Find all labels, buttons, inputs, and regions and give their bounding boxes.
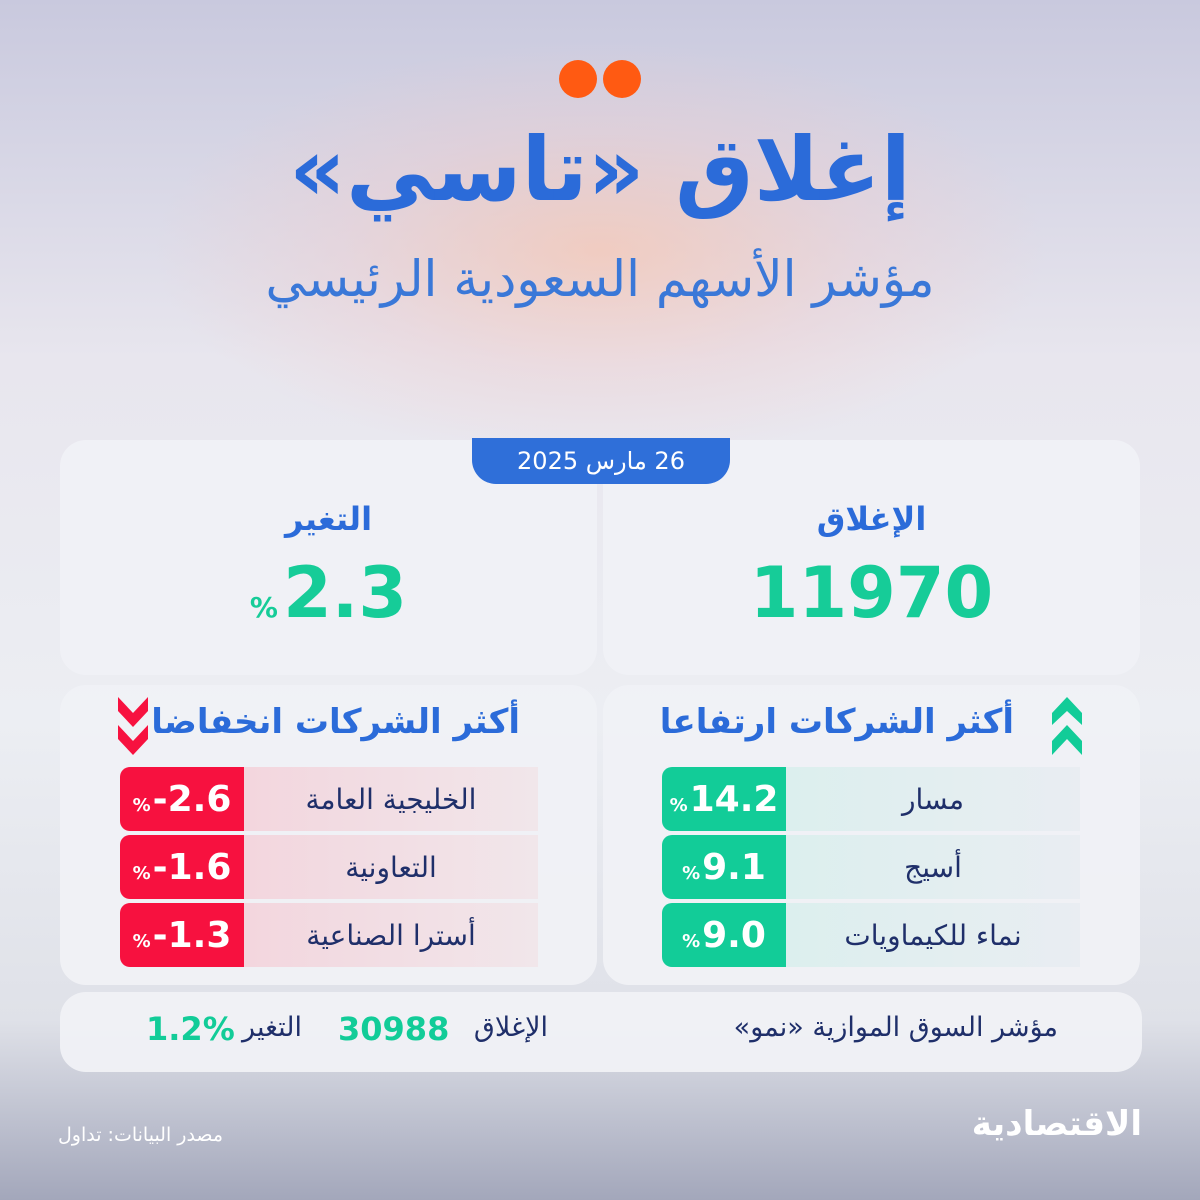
percent-sign: % [669,794,688,816]
loser-row: % -1.3 أسترا الصناعية [120,903,538,967]
gainers-title: أكثر الشركات ارتفاعا [659,702,1014,742]
loser-row: % -1.6 التعاونية [120,835,538,899]
percent-sign: % [132,930,151,952]
nomu-bar [60,992,1142,1072]
percent-sign: % [682,862,701,884]
page-subtitle: مؤشر الأسهم السعودية الرئيسي [265,250,935,308]
nomu-close-label: الإغلاق [473,1012,548,1043]
percent-sign: % [682,930,701,952]
change-label: التغير [284,500,373,538]
loser-value: -1.6 [152,846,232,888]
gainer-name: أسيج [786,835,1080,899]
loser-value: -1.3 [152,914,232,956]
double-chevron-down-icon [118,697,148,755]
gainer-row: % 9.0 نماء للكيماويات [662,903,1080,967]
background-glow [150,40,1050,460]
change-value-group: % 2.3 [60,552,597,634]
close-value: 11970 [749,552,994,634]
nomu-label: مؤشر السوق الموازية «نمو» [733,1012,1058,1043]
date-badge: 26 مارس 2025 [472,438,730,484]
losers-title: أكثر الشركات انخفاضا [151,702,520,742]
decor-dot [603,60,641,98]
loser-name: التعاونية [244,835,538,899]
nomu-change-value: 1.2% [146,1010,235,1048]
loser-name: الخليجية العامة [244,767,538,831]
percent-sign: % [249,591,278,624]
nomu-close-value: 30988 [338,1010,450,1048]
gainer-value: 9.0 [702,914,766,956]
gainer-value: 14.2 [689,778,779,820]
gainer-row: % 9.1 أسيج [662,835,1080,899]
logo: الاقتصادية [971,1104,1142,1144]
page-title: إغلاق «تاسي» [289,118,911,221]
gainer-row: % 14.2 مسار [662,767,1080,831]
nomu-change-label: التغير [242,1012,302,1043]
loser-row: % -2.6 الخليجية العامة [120,767,538,831]
loser-value: -2.6 [152,778,232,820]
percent-sign: % [132,794,151,816]
gainer-value: 9.1 [702,846,766,888]
percent-sign: % [132,862,151,884]
loser-name: أسترا الصناعية [244,903,538,967]
decor-dot [559,60,597,98]
data-source: مصدر البيانات: تداول [58,1124,224,1146]
double-chevron-up-icon [1052,697,1082,755]
gainer-name: مسار [786,767,1080,831]
close-label: الإغلاق [816,500,927,538]
change-value: 2.3 [283,552,408,634]
gainer-name: نماء للكيماويات [786,903,1080,967]
